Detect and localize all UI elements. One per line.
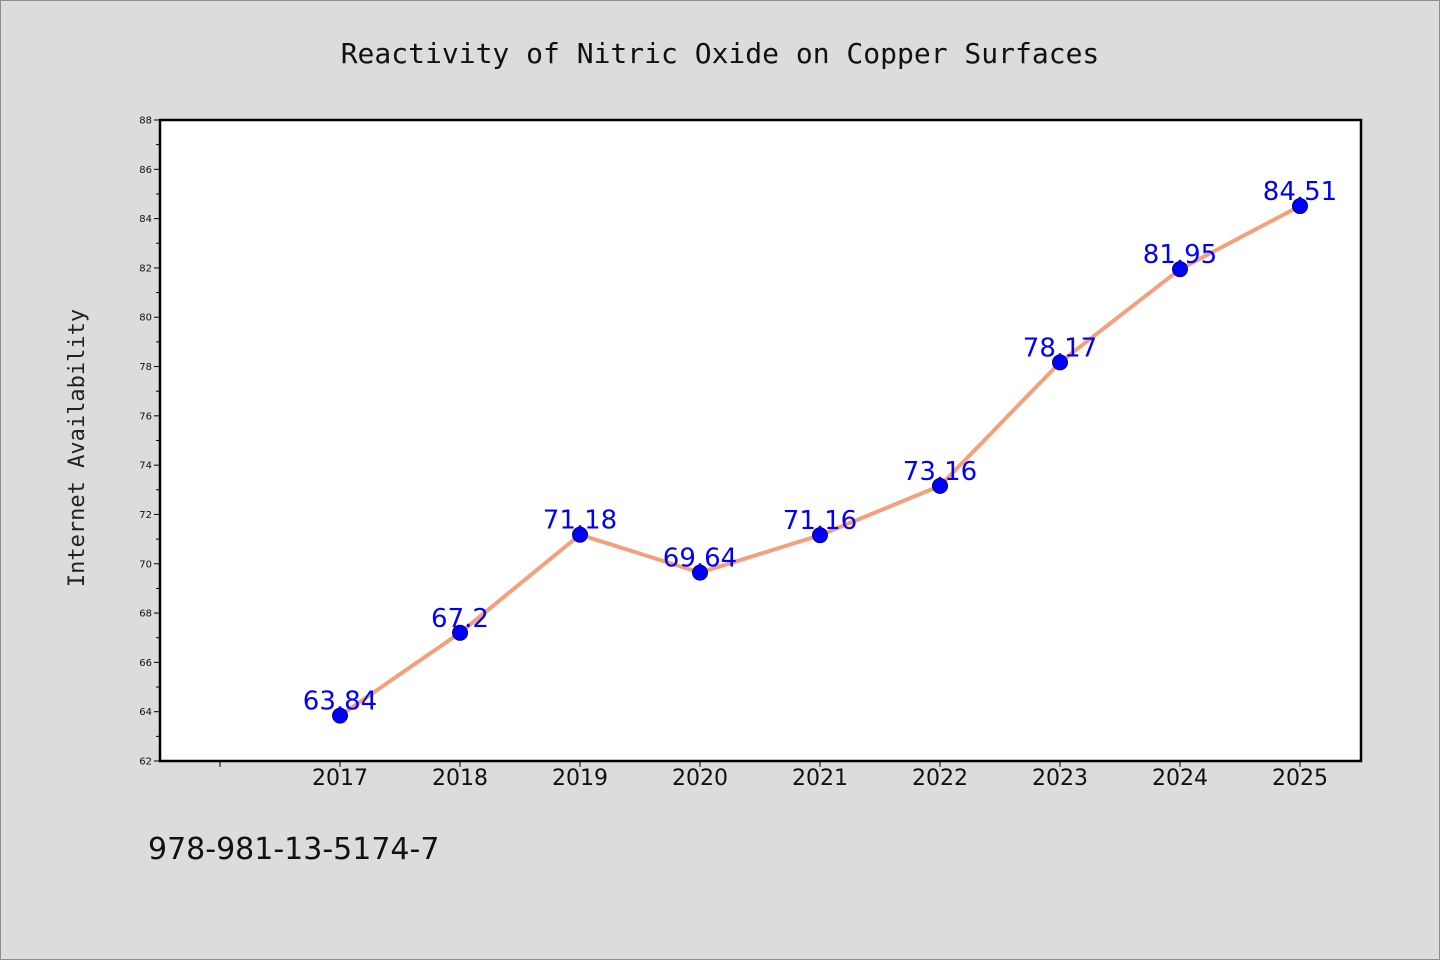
data-point <box>692 564 708 581</box>
y-tick-label: 84 <box>139 214 152 225</box>
y-tick-label: 64 <box>139 707 152 718</box>
y-tick-label: 62 <box>139 757 152 768</box>
y-tick-label: 88 <box>139 116 152 127</box>
data-point <box>332 707 348 724</box>
chart-title: Reactivity of Nitric Oxide on Copper Sur… <box>341 37 1100 70</box>
series-line: 63.84 67.2 71.18 69.64 71.16 73.16 78.17 81.95 8… <box>303 177 1337 724</box>
data-label: 73.16 <box>903 457 977 487</box>
y-tick-label: 72 <box>139 510 152 521</box>
y-tick-label: 76 <box>139 411 152 422</box>
axis-ticks: 62 64 66 68 70 72 74 76 78 80 82 84 86 88 2017 2018 2019… <box>139 116 1328 792</box>
data-label: 71.16 <box>783 506 857 536</box>
data-label: 84.51 <box>1263 177 1337 207</box>
data-label: 67.2 <box>431 604 489 634</box>
data-point <box>452 624 468 641</box>
plot-border <box>158 118 1363 763</box>
data-point <box>812 527 828 544</box>
y-axis-label: Internet Availability <box>65 309 90 587</box>
x-tick-label: 2025 <box>1272 766 1328 791</box>
data-point <box>1292 198 1308 215</box>
x-tick-label: 2023 <box>1032 766 1088 791</box>
x-tick-label: 2024 <box>1152 766 1208 791</box>
data-point <box>1052 354 1068 371</box>
y-tick-label: 74 <box>139 461 152 472</box>
data-label: 81.95 <box>1143 240 1217 270</box>
data-point <box>572 526 588 543</box>
y-tick-label: 66 <box>139 658 152 669</box>
data-label: 78.17 <box>1023 333 1097 363</box>
x-tick-label: 2020 <box>672 766 728 791</box>
data-label: 69.64 <box>663 544 737 574</box>
y-tick-label: 80 <box>139 313 152 324</box>
y-tick-label: 70 <box>139 559 152 570</box>
y-tick-label: 82 <box>139 263 152 274</box>
plot-area <box>160 120 1361 761</box>
footnote-isbn: 978-981-13-5174-7 <box>148 832 440 867</box>
data-point <box>932 477 948 494</box>
x-tick-label: 2021 <box>792 766 848 791</box>
y-tick-label: 86 <box>139 165 152 176</box>
x-tick-label: 2017 <box>312 766 368 791</box>
x-tick-label: 2022 <box>912 766 968 791</box>
data-label: 63.84 <box>303 687 377 717</box>
data-label: 71.18 <box>543 506 617 536</box>
x-tick-label: 2019 <box>552 766 608 791</box>
y-tick-label: 78 <box>139 362 152 373</box>
y-tick-label: 68 <box>139 609 152 620</box>
data-point <box>1172 261 1188 278</box>
x-tick-label: 2018 <box>432 766 488 791</box>
